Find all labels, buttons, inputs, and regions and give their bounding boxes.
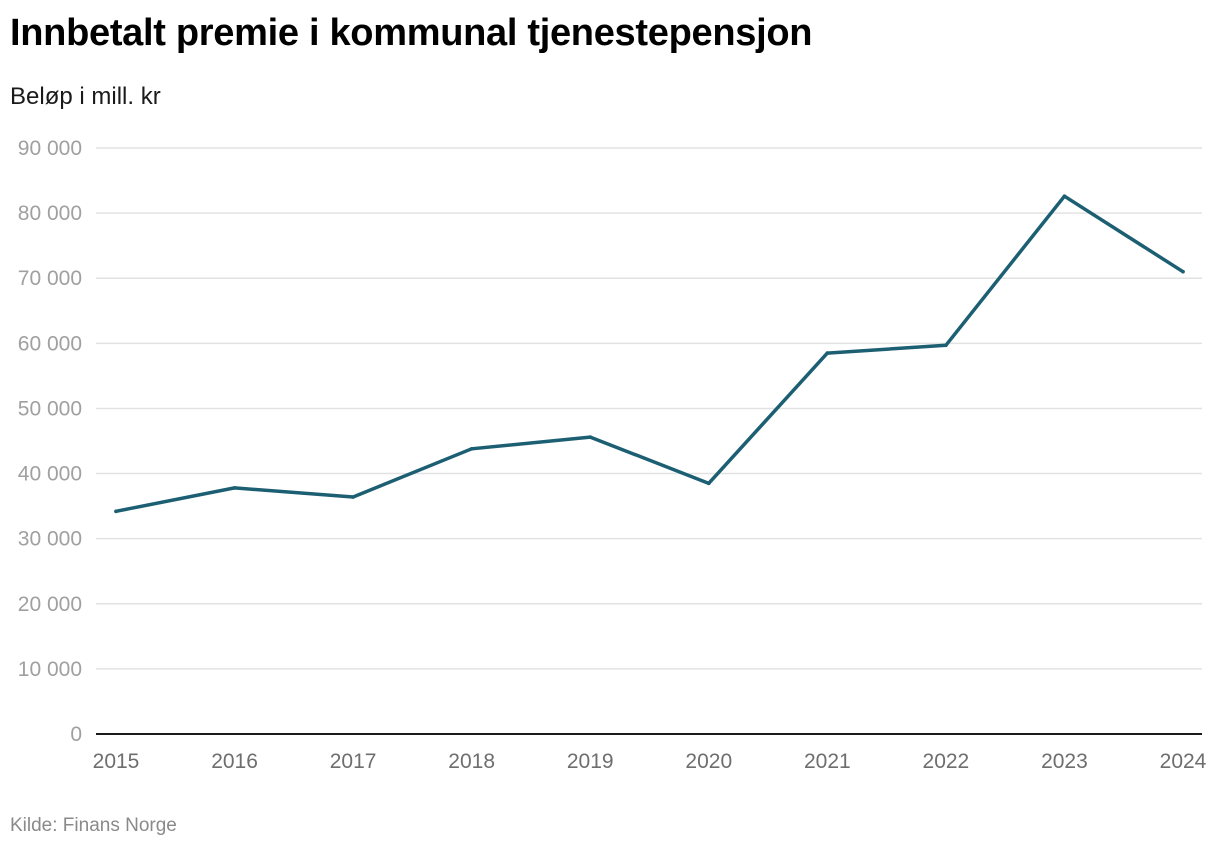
- gridlines: [96, 147, 1202, 670]
- y-tick-label: 0: [70, 723, 82, 746]
- data-point: [706, 481, 711, 486]
- x-tick-label: 2018: [448, 750, 495, 773]
- y-tick-label: 10 000: [18, 658, 82, 681]
- series-line: [114, 194, 1185, 514]
- data-point: [825, 351, 830, 355]
- data-point: [588, 435, 593, 439]
- x-tick-label: 2021: [804, 750, 851, 773]
- x-tick-label: 2017: [330, 750, 377, 773]
- data-point: [351, 495, 355, 499]
- y-axis-ticks: 0 10 000 20 000 30 000 40 000 50 000 60 000 70 …: [18, 137, 82, 746]
- x-tick-label: 2015: [93, 750, 140, 773]
- y-tick-label: 20 000: [18, 593, 82, 616]
- y-tick-label: 70 000: [18, 267, 82, 290]
- y-tick-label: 40 000: [18, 463, 82, 486]
- line-chart: 0 10 000 20 000 30 000 40 000 50 000 60 000 70 …: [18, 137, 1207, 773]
- x-tick-label: 2020: [685, 750, 732, 773]
- data-point: [469, 447, 474, 451]
- y-tick-label: 30 000: [18, 528, 82, 551]
- chart-subtitle: Beløp i mill. kr: [10, 83, 161, 110]
- source-note: Kilde: Finans Norge: [10, 815, 177, 836]
- y-tick-label: 80 000: [18, 202, 82, 225]
- chart-title: Innbetalt premie i kommunal tjenestepens…: [10, 12, 813, 54]
- data-point: [232, 486, 237, 490]
- data-point: [1062, 194, 1067, 198]
- data-point: [1181, 269, 1185, 274]
- x-tick-label: 2023: [1041, 750, 1088, 773]
- data-point: [944, 343, 948, 348]
- y-tick-label: 90 000: [18, 137, 82, 160]
- x-tick-label: 2024: [1160, 750, 1207, 773]
- data-point: [114, 509, 118, 514]
- x-tick-label: 2022: [923, 750, 970, 773]
- series-group: [114, 194, 1185, 514]
- x-tick-label: 2016: [211, 750, 258, 773]
- x-tick-label: 2019: [567, 750, 614, 773]
- y-tick-label: 50 000: [18, 397, 82, 420]
- x-axis-ticks: 2015 2016 2017 2018 2019 2020 2021 2022 2023 2024: [93, 750, 1207, 773]
- y-tick-label: 60 000: [18, 332, 82, 355]
